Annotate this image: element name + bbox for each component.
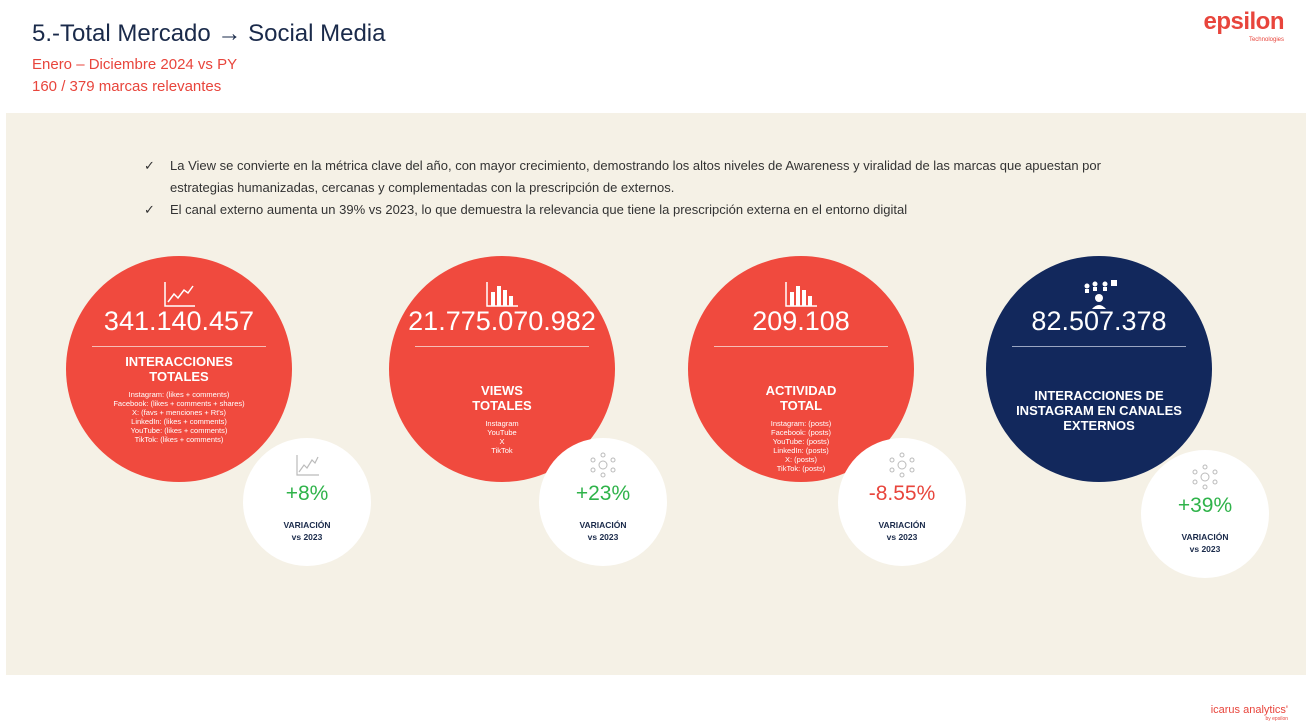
- metric-value: 209.108: [752, 306, 850, 336]
- variation-year: vs 2023: [886, 532, 918, 542]
- variation-value: -8.55%: [868, 482, 936, 505]
- network-icon: [889, 452, 915, 478]
- metric-details: Instagram: (likes + comments) Facebook: …: [113, 390, 245, 444]
- footer-logo-subtext: by epsilon: [1265, 716, 1288, 722]
- divider: [92, 346, 266, 347]
- metric-label: INTERACCIONES TOTALES: [125, 354, 233, 384]
- footer-logo-text: icarus analytics': [1210, 704, 1288, 716]
- epsilon-logo: epsilon Technologies: [1203, 8, 1284, 44]
- insight-item: ✓ La View se convierte en la métrica cla…: [144, 155, 1144, 199]
- metric-label: ACTIVIDAD TOTAL: [765, 383, 837, 413]
- variation-year: vs 2023: [291, 532, 323, 542]
- variation-label: VARIACIÓN: [283, 520, 331, 530]
- network-icon: [1192, 464, 1218, 490]
- variation-year: vs 2023: [587, 532, 619, 542]
- insights-list: ✓ La View se convierte en la métrica cla…: [144, 155, 1144, 221]
- checkmark-icon: ✓: [144, 158, 155, 173]
- metric-details: Instagram YouTube X TikTok: [485, 419, 519, 455]
- metric-value: 82.507.378: [1031, 306, 1167, 336]
- brands-count-subtitle: 160 / 379 marcas relevantes: [32, 78, 222, 95]
- checkmark-icon: ✓: [144, 202, 155, 217]
- metric-value: 21.775.070.982: [408, 306, 596, 336]
- network-icon: [590, 452, 616, 478]
- line-chart-icon: [164, 282, 195, 307]
- divider: [1012, 346, 1186, 347]
- logo-subtext: Technologies: [1248, 37, 1284, 43]
- people-network-icon: [1084, 280, 1117, 309]
- page-title: 5.-Total Mercado → Social Media: [32, 20, 386, 47]
- divider: [415, 346, 589, 347]
- insight-item: ✓ El canal externo aumenta un 39% vs 202…: [144, 199, 1144, 221]
- bar-chart-icon: [785, 282, 817, 307]
- variation-year: vs 2023: [1189, 544, 1221, 554]
- metric-label: INTERACCIONES DE INSTAGRAM EN CANALES EX…: [1016, 388, 1182, 433]
- variation-value: +8%: [285, 482, 329, 505]
- variation-label: VARIACIÓN: [878, 520, 926, 530]
- variation-badge-actividad: -8.55% VARIACIÓN vs 2023: [838, 438, 966, 566]
- insight-text: El canal externo aumenta un 39% vs 2023,…: [170, 202, 908, 217]
- logo-text: epsilon: [1203, 8, 1284, 35]
- icarus-analytics-logo: icarus analytics' by epsilon: [1211, 704, 1288, 722]
- metric-card-interacciones: 341.140.457 INTERACCIONES TOTALES Instag…: [66, 256, 292, 482]
- metric-label: VIEWS TOTALES: [472, 383, 532, 413]
- variation-badge-interacciones: +8% VARIACIÓN vs 2023: [243, 438, 371, 566]
- metric-value: 341.140.457: [103, 306, 255, 336]
- variation-value: +23%: [575, 482, 631, 505]
- variation-label: VARIACIÓN: [579, 520, 627, 530]
- variation-badge-instagram-externos: +39% VARIACIÓN vs 2023: [1141, 450, 1269, 578]
- divider: [714, 346, 888, 347]
- variation-label: VARIACIÓN: [1181, 532, 1229, 542]
- metric-details: Instagram: (posts) Facebook: (posts) You…: [770, 419, 832, 473]
- line-chart-icon: [296, 455, 319, 476]
- date-range-subtitle: Enero – Diciembre 2024 vs PY: [32, 56, 238, 73]
- bar-chart-icon: [486, 282, 518, 307]
- metric-card-instagram-externos: 82.507.378 INTERACCIONES DE INSTAGRAM EN…: [986, 256, 1212, 482]
- insight-text: La View se convierte en la métrica clave…: [170, 158, 1101, 195]
- variation-value: +39%: [1177, 494, 1233, 517]
- variation-badge-views: +23% VARIACIÓN vs 2023: [539, 438, 667, 566]
